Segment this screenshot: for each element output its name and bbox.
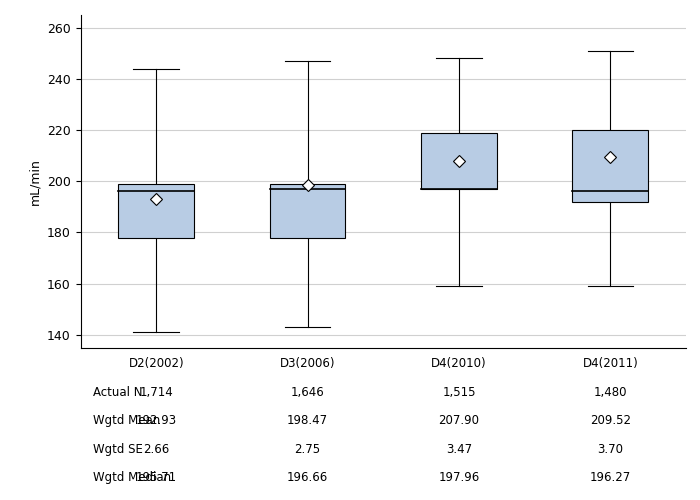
Text: 3.70: 3.70 bbox=[597, 443, 623, 456]
Bar bbox=[573, 130, 648, 202]
Y-axis label: mL/min: mL/min bbox=[28, 158, 41, 204]
Text: 192.93: 192.93 bbox=[136, 414, 176, 428]
Text: Wgtd Median: Wgtd Median bbox=[92, 472, 171, 484]
Text: 198.47: 198.47 bbox=[287, 414, 328, 428]
Text: 196.27: 196.27 bbox=[589, 472, 631, 484]
Text: 1,646: 1,646 bbox=[290, 386, 324, 399]
Text: 1,714: 1,714 bbox=[139, 386, 173, 399]
Text: D4(2010): D4(2010) bbox=[431, 358, 486, 370]
Text: Wgtd SE: Wgtd SE bbox=[92, 443, 143, 456]
Bar bbox=[421, 132, 497, 189]
Text: 195.71: 195.71 bbox=[136, 472, 176, 484]
Text: 207.90: 207.90 bbox=[438, 414, 480, 428]
Text: 196.66: 196.66 bbox=[287, 472, 328, 484]
Text: Actual N: Actual N bbox=[92, 386, 142, 399]
Text: D4(2011): D4(2011) bbox=[582, 358, 638, 370]
Text: 3.47: 3.47 bbox=[446, 443, 472, 456]
Text: 1,515: 1,515 bbox=[442, 386, 476, 399]
Text: D2(2002): D2(2002) bbox=[128, 358, 184, 370]
Text: 209.52: 209.52 bbox=[590, 414, 631, 428]
Text: Wgtd Mean: Wgtd Mean bbox=[92, 414, 160, 428]
Text: 1,480: 1,480 bbox=[594, 386, 627, 399]
Bar bbox=[270, 184, 345, 238]
Text: D3(2006): D3(2006) bbox=[280, 358, 335, 370]
Text: 197.96: 197.96 bbox=[438, 472, 480, 484]
Bar bbox=[118, 184, 194, 238]
Text: 2.66: 2.66 bbox=[143, 443, 169, 456]
Text: 2.75: 2.75 bbox=[295, 443, 321, 456]
